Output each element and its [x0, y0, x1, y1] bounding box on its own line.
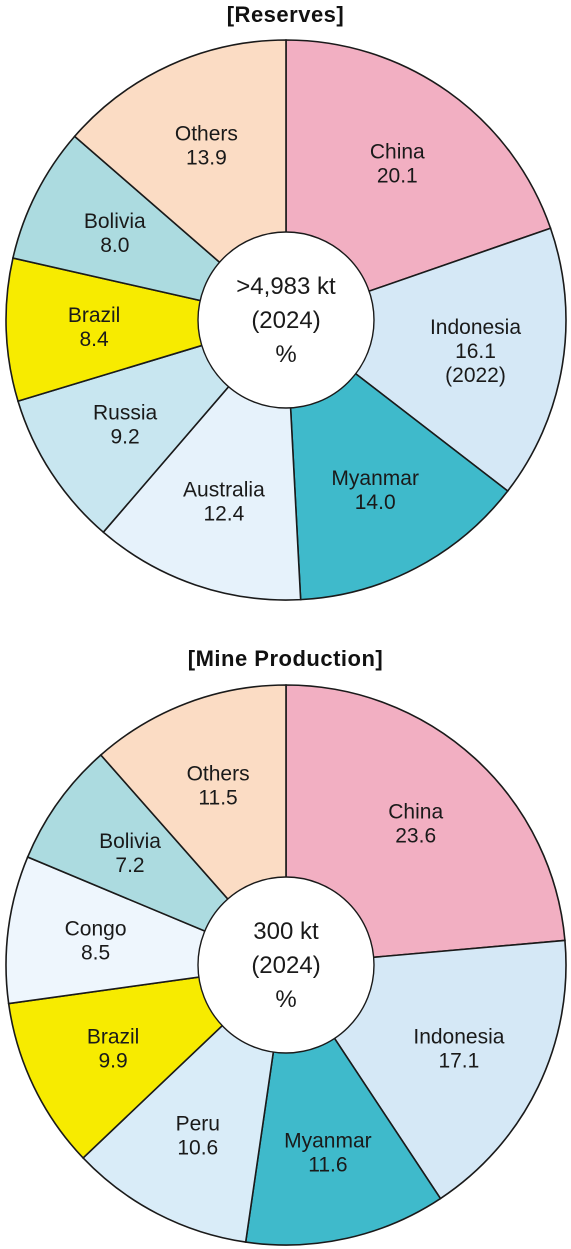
production-center-text-3: %	[275, 986, 296, 1013]
reserves-value-others: 13.9	[186, 146, 227, 169]
production-label-indonesia: Indonesia	[413, 1025, 504, 1048]
production-center-hole	[197, 876, 375, 1054]
production-label-brazil: Brazil	[87, 1025, 140, 1048]
production-label-china: China	[388, 800, 443, 823]
production-label-others: Others	[187, 762, 250, 785]
reserves-label-others: Others	[175, 122, 238, 145]
reserves-center-text-3: %	[275, 341, 296, 368]
reserves-label-indonesia: Indonesia	[430, 316, 521, 339]
reserves-center-text-2: (2024)	[251, 307, 320, 334]
reserves-label-myanmar: Myanmar	[331, 467, 419, 490]
reserves-label-china: China	[370, 141, 425, 164]
reserves-value-myanmar: 14.0	[355, 491, 396, 514]
production-label-myanmar: Myanmar	[284, 1129, 372, 1152]
production-label-peru: Peru	[176, 1113, 220, 1136]
reserves-label-australia: Australia	[183, 479, 265, 502]
reserves-value-russia: 9.2	[110, 426, 139, 449]
production-value-myanmar: 11.6	[308, 1153, 347, 1176]
production-value-congo: 8.5	[81, 941, 110, 964]
production-value-china: 23.6	[395, 824, 436, 847]
reserves-label-russia: Russia	[93, 402, 158, 425]
reserves-label-bolivia: Bolivia	[84, 210, 146, 233]
production-value-bolivia: 7.2	[115, 854, 144, 877]
reserves-chart-title: [Reserves]	[226, 2, 345, 27]
reserves-center-text-1: >4,983 kt	[236, 273, 336, 300]
production-value-peru: 10.6	[177, 1137, 218, 1160]
reserves-value-indonesia: 16.1	[455, 340, 496, 363]
reserves-value-brazil: 8.4	[79, 328, 109, 351]
reserves-slice-china	[285, 39, 552, 322]
production-value-indonesia: 17.1	[438, 1049, 479, 1072]
production-value-others: 11.5	[198, 786, 237, 809]
production-label-bolivia: Bolivia	[99, 830, 161, 853]
reserves-slice-indonesia	[284, 227, 567, 493]
production-label-congo: Congo	[65, 917, 127, 940]
production-chart-title: [Mine Production]	[187, 646, 384, 671]
production-center-text-1: 300 kt	[253, 918, 319, 945]
reserves-value-australia: 12.4	[203, 503, 244, 526]
reserves-label-brazil: Brazil	[68, 304, 121, 327]
reserves-value-bolivia: 8.0	[100, 234, 129, 257]
production-slice-china	[285, 684, 566, 966]
reserves-slice-myanmar	[285, 318, 509, 601]
production-center-text-2: (2024)	[251, 952, 320, 979]
reserves-slice-brazil	[5, 257, 290, 403]
production-value-brazil: 9.9	[98, 1049, 127, 1072]
reserves-center-hole	[197, 231, 375, 409]
reserves-value-china: 20.1	[377, 165, 418, 188]
reserves-note-indonesia: (2022)	[445, 364, 506, 387]
